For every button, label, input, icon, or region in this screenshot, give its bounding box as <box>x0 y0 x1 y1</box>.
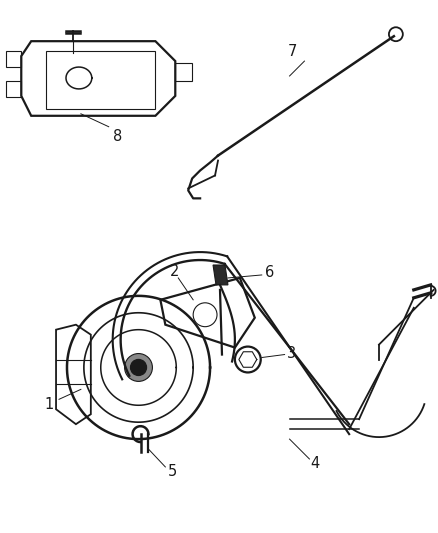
Text: 1: 1 <box>44 397 53 412</box>
Text: 2: 2 <box>169 264 179 279</box>
Text: 4: 4 <box>310 456 319 472</box>
Circle shape <box>124 353 152 382</box>
Text: 5: 5 <box>167 464 177 479</box>
Text: 6: 6 <box>265 265 274 280</box>
Text: 7: 7 <box>287 44 297 59</box>
Circle shape <box>130 360 146 375</box>
Text: 8: 8 <box>113 129 122 144</box>
Text: 3: 3 <box>286 346 295 361</box>
Polygon shape <box>212 265 227 285</box>
